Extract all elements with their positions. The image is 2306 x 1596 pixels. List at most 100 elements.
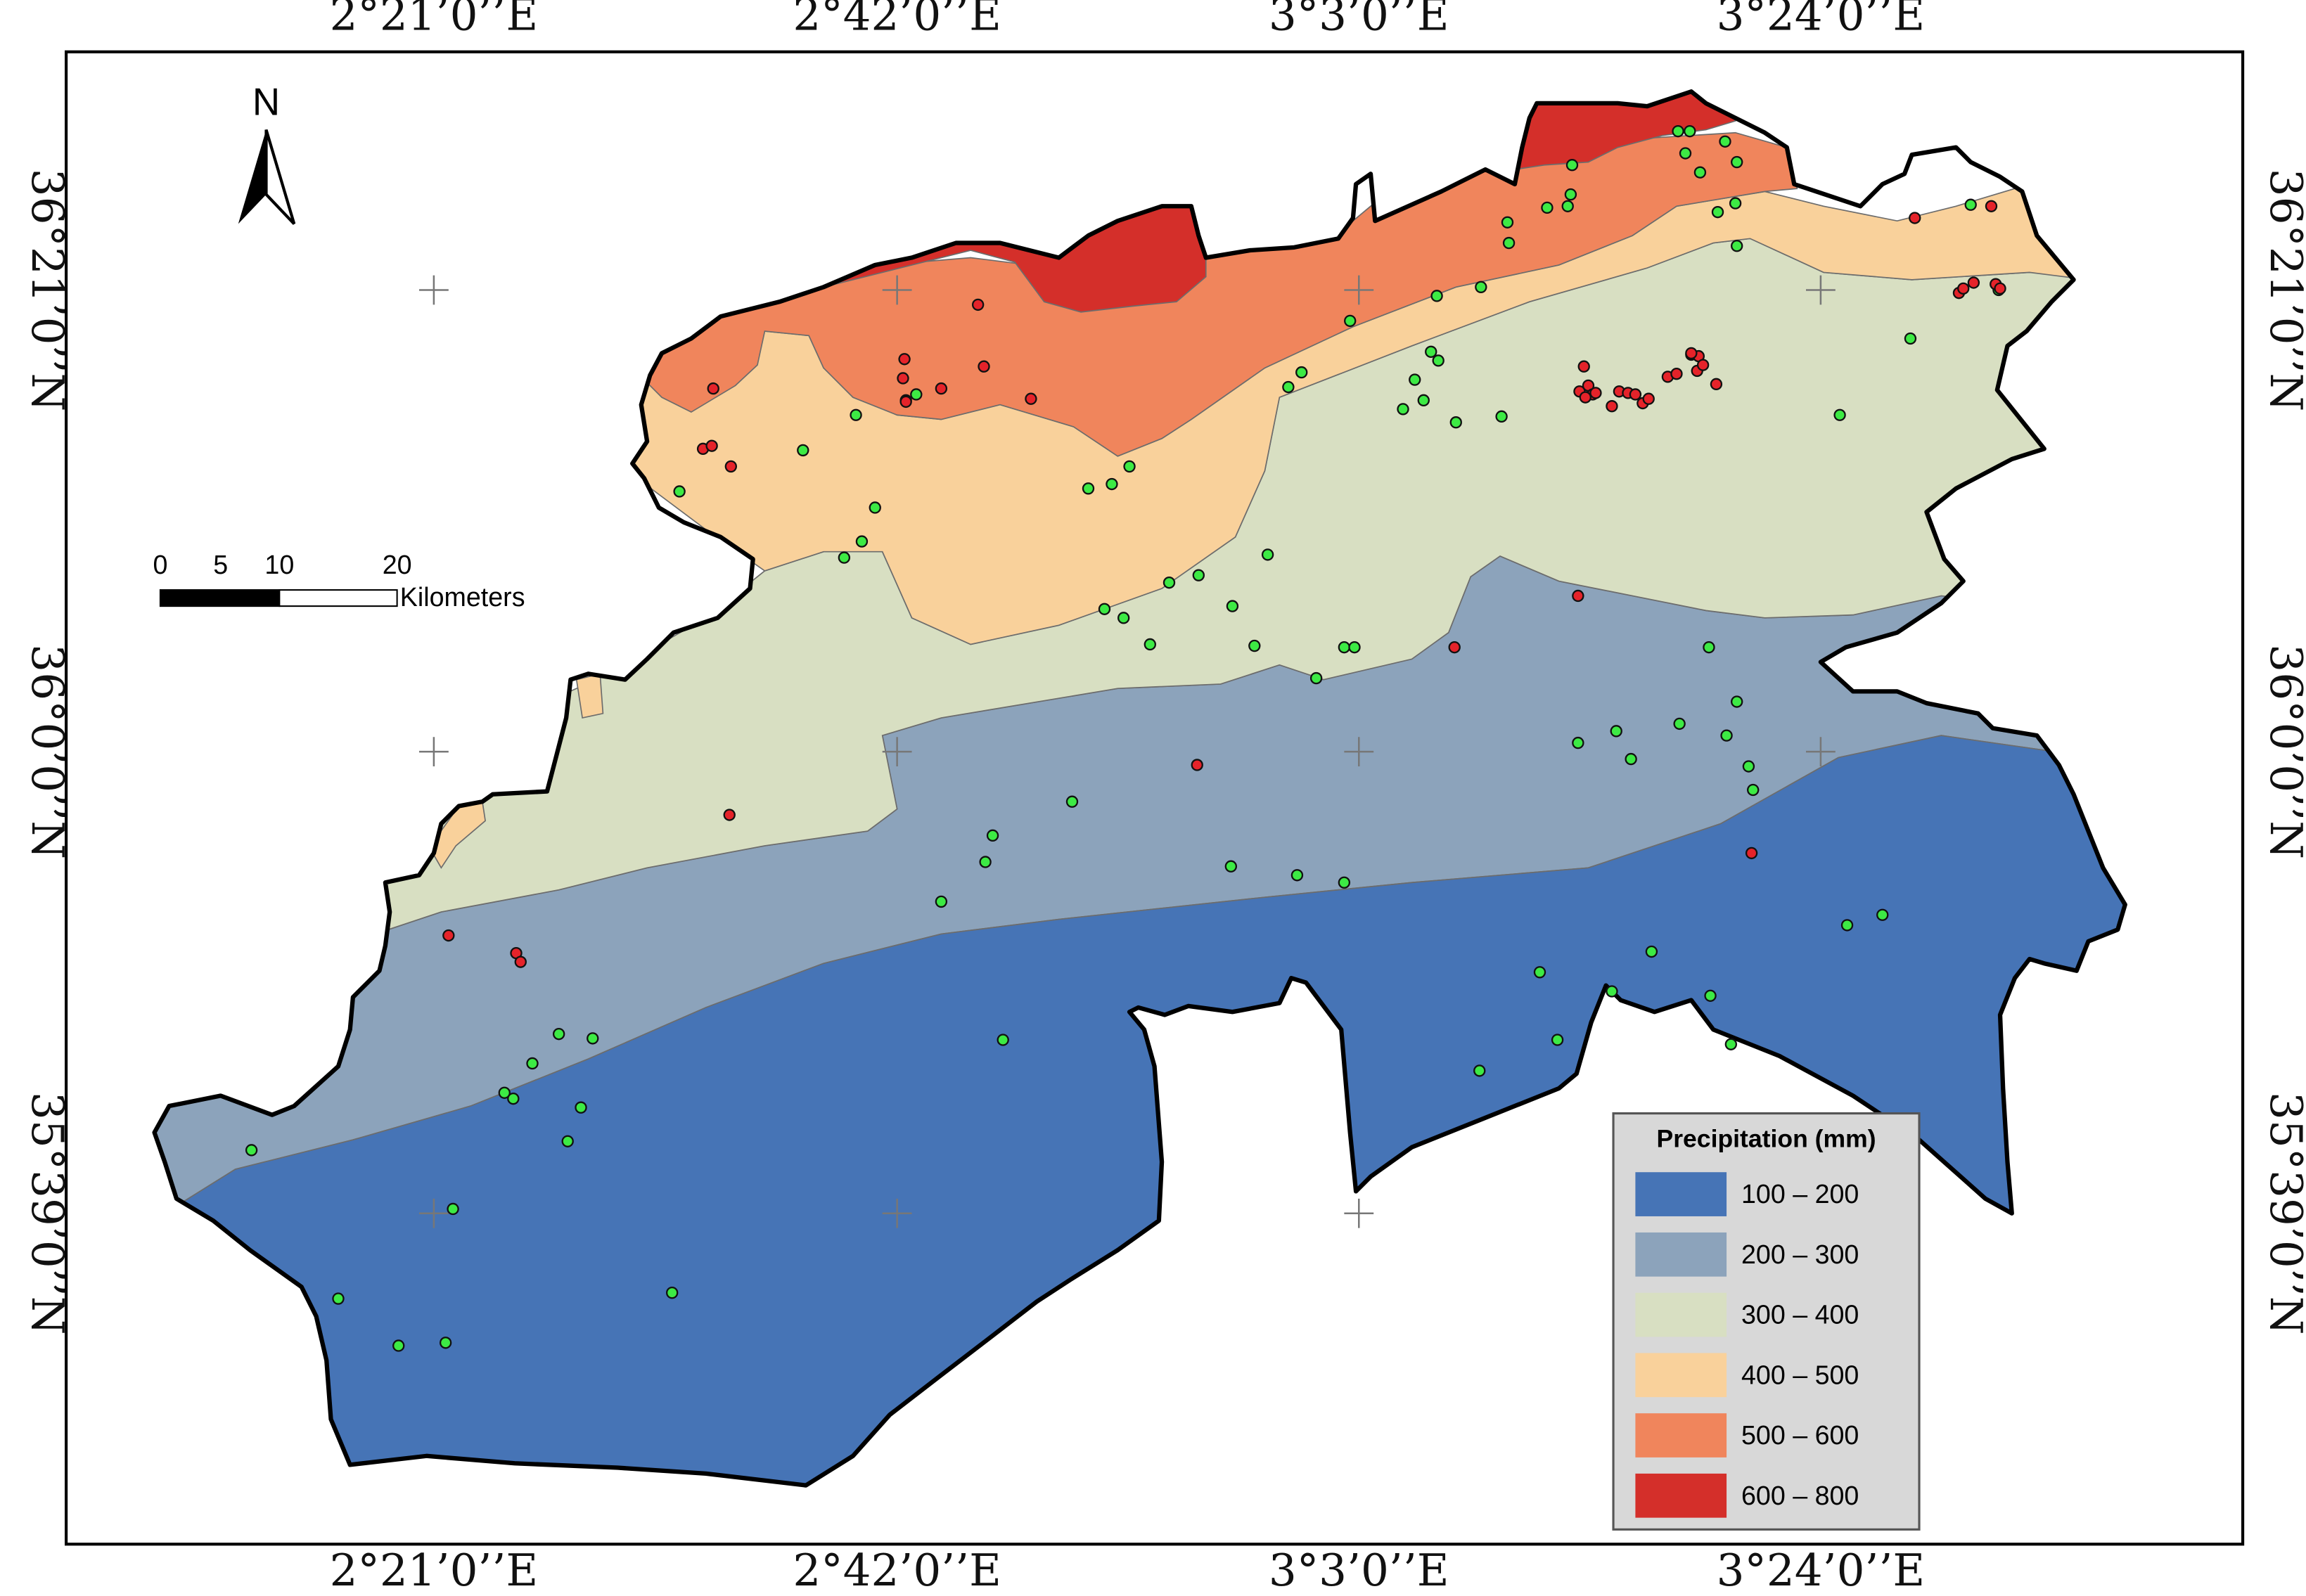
legend-swatch [1635, 1232, 1727, 1277]
station-marker-green [1344, 314, 1357, 328]
station-marker-green [979, 856, 992, 868]
station-marker-green [575, 1101, 587, 1114]
station-marker-green [1742, 760, 1755, 773]
station-marker-green [447, 1202, 459, 1216]
station-marker-green [1610, 725, 1622, 738]
station-marker-green [1724, 1038, 1738, 1050]
station-marker-green [1561, 200, 1574, 212]
station-marker-red [1696, 359, 1710, 371]
station-marker-green [1430, 290, 1443, 302]
station-marker-green [1729, 197, 1742, 210]
station-marker-green [1473, 1064, 1486, 1077]
station-marker-green [1117, 612, 1130, 624]
station-marker-red [1448, 641, 1461, 654]
station-marker-green [997, 1034, 1009, 1046]
coord-top-2: 2°42’0’’E [793, 0, 1001, 40]
station-marker-red [1745, 847, 1758, 860]
station-marker-green [1226, 600, 1239, 612]
station-marker-green [1541, 201, 1554, 214]
station-marker-green [1711, 205, 1724, 219]
station-marker-green [498, 1086, 511, 1099]
station-marker-green [1719, 135, 1731, 148]
station-marker-green [1720, 729, 1733, 742]
station-marker-green [855, 535, 869, 548]
station-marker-red [724, 460, 738, 473]
coordinate-labels: 2°21’0’’E 2°42’0’’E 3°3’0’’E 3°24’0’’E 2… [22, 0, 2306, 1596]
station-marker-green [1338, 641, 1351, 654]
station-marker-green [1565, 159, 1579, 172]
stations-green [245, 124, 2005, 1352]
station-marker-green [507, 1092, 520, 1105]
station-marker-red [707, 382, 719, 395]
station-marker-red [1994, 282, 2006, 295]
station-marker-green [1417, 394, 1430, 407]
station-marker-red [978, 360, 990, 373]
station-marker-green [245, 1144, 258, 1157]
coord-right-2: 36°0’0’’N [2260, 644, 2306, 859]
coord-left-2: 36°0’0’’N [22, 644, 73, 859]
station-marker-red [897, 372, 909, 385]
north-arrow: N [238, 81, 296, 225]
station-marker-red [1606, 400, 1618, 413]
station-marker-red [442, 929, 455, 942]
station-marker-green [1495, 410, 1508, 423]
scale-tick-10: 10 [264, 550, 294, 579]
station-marker-green [1731, 240, 1743, 252]
legend-label: 100 – 200 [1741, 1179, 1859, 1209]
station-marker-green [587, 1032, 599, 1045]
station-marker-green [1425, 345, 1437, 358]
station-marker-green [1564, 188, 1577, 201]
station-marker-green [665, 1287, 679, 1299]
legend-label: 500 – 600 [1741, 1420, 1859, 1450]
station-marker-red [723, 809, 736, 821]
coord-right-3: 35°39’0’’N [2260, 1092, 2306, 1335]
legend: Precipitation (mm) 100 – 200 200 – 300 300… [1612, 1112, 1921, 1531]
graticule-crosses [418, 275, 1836, 1228]
station-marker-red [1967, 276, 1980, 289]
coord-left-3: 35°39’0’’N [22, 1092, 73, 1335]
legend-swatch [1635, 1172, 1727, 1216]
legend-swatch [1635, 1292, 1727, 1337]
station-marker-green [869, 501, 881, 514]
station-marker-red [971, 298, 985, 311]
station-marker-green [1338, 876, 1351, 889]
station-marker-green [1672, 124, 1684, 138]
station-marker-green [1876, 908, 1889, 921]
station-marker-green [1409, 373, 1421, 386]
legend-swatch [1635, 1473, 1727, 1518]
station-marker-red [1629, 388, 1642, 401]
station-marker-green [1162, 576, 1176, 589]
scale-bar: 0 5 10 20 Kilometers [153, 550, 525, 612]
station-marker-red [1025, 392, 1037, 405]
station-marker-red [514, 955, 527, 968]
scale-tick-0: 0 [153, 550, 167, 579]
legend-label: 600 – 800 [1741, 1481, 1859, 1510]
station-marker-green [1295, 366, 1308, 379]
scale-unit: Kilometers [400, 582, 525, 612]
station-marker-red [899, 395, 912, 408]
station-marker-green [1397, 403, 1409, 416]
legend-label: 300 – 400 [1741, 1300, 1859, 1330]
station-marker-green [1192, 569, 1205, 581]
station-marker-green [1348, 641, 1361, 654]
station-marker-green [1432, 354, 1445, 367]
station-marker-green [1572, 736, 1584, 749]
station-marker-green [1684, 124, 1696, 138]
station-marker-green [1065, 795, 1079, 808]
station-marker-green [850, 408, 862, 421]
station-marker-green [1098, 603, 1111, 615]
north-arrow-icon [238, 129, 267, 224]
legend-swatch [1635, 1413, 1727, 1457]
legend-title: Precipitation (mm) [1656, 1125, 1876, 1153]
station-marker-red [1579, 391, 1591, 404]
coord-left-1: 36°21’0’’N [22, 169, 73, 412]
station-marker-green [1679, 147, 1692, 160]
station-marker-red [1642, 392, 1655, 405]
scale-tick-5: 5 [213, 550, 228, 579]
station-marker-green [1144, 638, 1156, 651]
station-marker-green [1082, 482, 1095, 495]
coord-top-1: 2°21’0’’E [330, 0, 539, 40]
station-marker-red [1985, 200, 1998, 212]
station-marker-green [986, 829, 999, 842]
station-marker-green [1551, 1034, 1564, 1046]
